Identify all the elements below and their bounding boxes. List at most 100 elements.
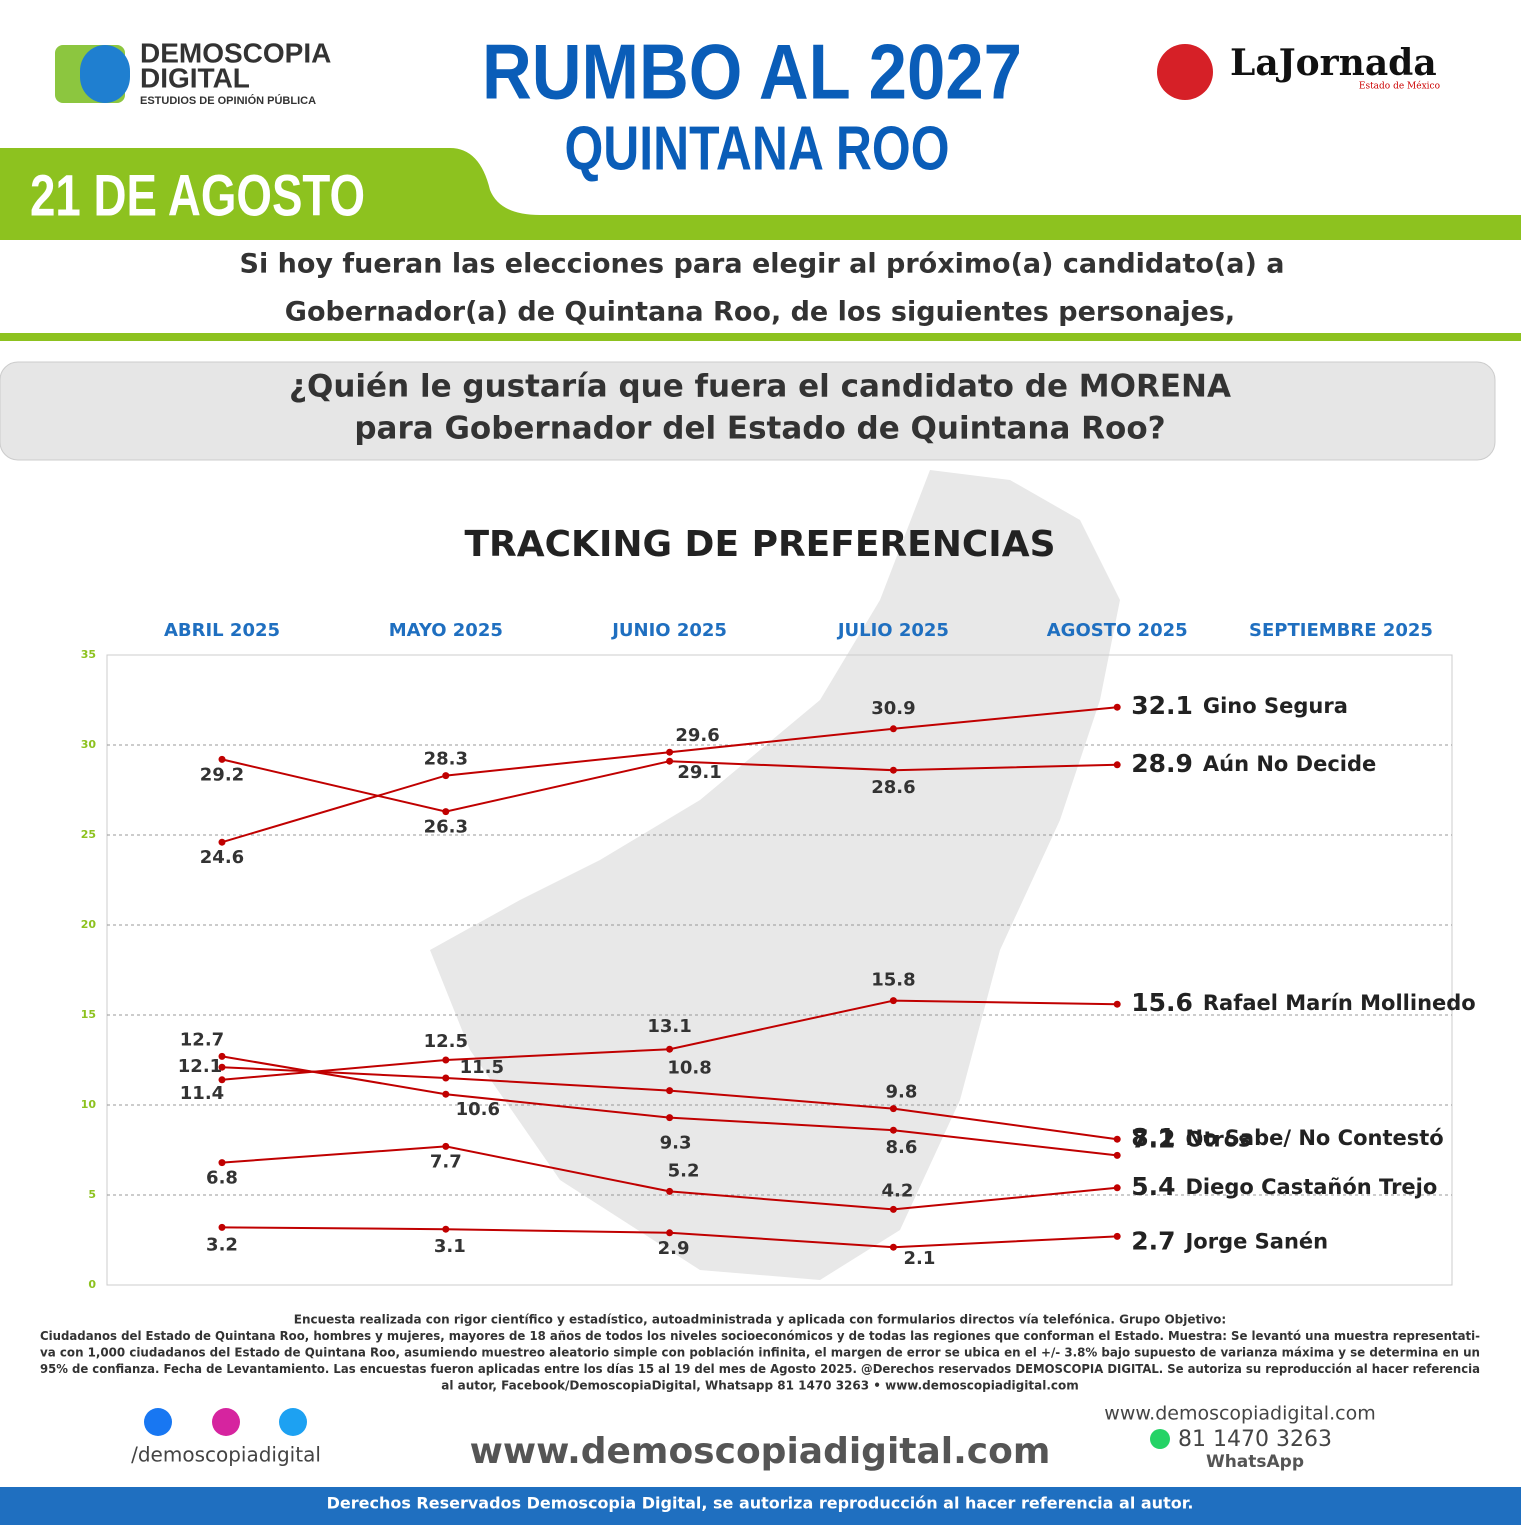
legend-label: Otros — [1185, 1127, 1250, 1151]
data-label: 26.3 — [424, 817, 468, 838]
instagram-icon — [212, 1408, 240, 1436]
data-label: 2.9 — [658, 1238, 690, 1259]
end-label: 7.2 Otros — [1131, 1124, 1250, 1153]
end-label: 8.1 No Sabe/ No Contestó — [1131, 1123, 1444, 1152]
point — [218, 1159, 226, 1167]
point — [442, 1074, 450, 1082]
question: ¿Quién le gustaría que fuera el candidat… — [289, 369, 1231, 405]
end-value: 7.2 — [1131, 1124, 1175, 1153]
y-tick-label: 5 — [88, 1188, 96, 1201]
data-label: 3.1 — [434, 1236, 466, 1257]
chart-title: TRACKING DE PREFERENCIAS — [465, 524, 1056, 565]
point — [442, 1056, 450, 1064]
data-label: 6.8 — [206, 1168, 238, 1189]
point — [1113, 703, 1121, 711]
title: RUMBO AL 2027 — [482, 28, 1022, 116]
data-label: 8.6 — [885, 1137, 917, 1158]
partner-sub: Estado de México — [1359, 81, 1440, 92]
footnote-line: 95% de confianza. Fecha de Levantamiento… — [40, 1362, 1480, 1376]
social: /demoscopiadigital — [131, 1443, 321, 1467]
data-label: 12.7 — [180, 1029, 224, 1050]
end-label: 32.1 Gino Segura — [1131, 691, 1348, 720]
data-label: 28.6 — [871, 777, 915, 798]
subtitle: QUINTANA ROO — [565, 114, 950, 183]
data-label: 4.2 — [881, 1180, 913, 1201]
data-label: 11.4 — [180, 1083, 224, 1104]
point — [666, 1045, 674, 1053]
y-tick-label: 15 — [81, 1008, 96, 1021]
x-tick-label: SEPTIEMBRE 2025 — [1249, 620, 1433, 641]
intro: Si hoy fueran las elecciones para elegir… — [240, 249, 1285, 280]
y-tick-label: 25 — [81, 828, 96, 841]
footnote-line: va con 1,000 ciudadanos del Estado de Qu… — [40, 1346, 1480, 1360]
point — [666, 1187, 674, 1195]
point — [1113, 1151, 1121, 1159]
end-label: 2.7 Jorge Sanén — [1131, 1226, 1328, 1255]
point — [442, 1142, 450, 1150]
data-label: 11.5 — [460, 1057, 504, 1078]
data-label: 2.1 — [903, 1248, 935, 1269]
phone: 81 1470 3263 — [1178, 1427, 1332, 1452]
data-label: 12.1 — [178, 1056, 222, 1077]
x-tick-label: JUNIO 2025 — [610, 620, 727, 641]
data-label: 13.1 — [647, 1016, 691, 1037]
data-label: 10.8 — [667, 1058, 711, 1079]
point — [1113, 1184, 1121, 1192]
data-label: 29.1 — [677, 762, 721, 783]
data-label: 15.8 — [871, 970, 915, 991]
data-label: 29.6 — [675, 725, 719, 746]
point — [666, 748, 674, 756]
data-label: 24.6 — [200, 847, 244, 868]
point — [218, 838, 226, 846]
footnote: Encuesta realizada con rigor científico … — [40, 1313, 1480, 1393]
point — [218, 755, 226, 763]
map-silhouette — [430, 470, 1120, 1280]
green-band — [0, 148, 1521, 240]
point — [1113, 761, 1121, 769]
footnote-line: Encuesta realizada con rigor científico … — [294, 1313, 1226, 1327]
brand: DEMOSCOPIA — [140, 37, 331, 68]
point — [666, 1087, 674, 1095]
chart: 0 5 10 15 20 25 30 35 ABRIL 2025 MAYO 2025 JUNIO 2… — [81, 620, 1476, 1291]
point — [889, 1205, 897, 1213]
logo-mark — [80, 45, 130, 103]
site: www.demoscopiadigital.com — [470, 1431, 1051, 1472]
rights: Derechos Reservados Demoscopia Digital, … — [327, 1494, 1194, 1513]
footnote-line: Ciudadanos del Estado de Quintana Roo, h… — [40, 1329, 1480, 1343]
y-tick-label: 30 — [81, 738, 97, 751]
x-tick-label: JULIO 2025 — [836, 620, 949, 641]
brand: DIGITAL — [140, 62, 250, 93]
point — [889, 1243, 897, 1251]
point — [218, 1052, 226, 1060]
data-label: 10.6 — [456, 1099, 500, 1120]
data-label: 5.2 — [668, 1160, 700, 1181]
point — [889, 1105, 897, 1113]
data-label: 3.2 — [206, 1234, 238, 1255]
green-rule — [0, 333, 1521, 341]
point — [218, 1076, 226, 1084]
site-small: www.demoscopiadigital.com — [1104, 1403, 1375, 1425]
y-tick-label: 0 — [88, 1278, 96, 1291]
data-label: 9.3 — [660, 1133, 692, 1154]
point — [666, 757, 674, 765]
end-value: 15.6 — [1131, 988, 1193, 1017]
question-box — [0, 361, 1496, 461]
bottom-bar — [0, 1487, 1521, 1525]
legend-label: Jorge Sanén — [1183, 1229, 1328, 1253]
partner: LaJornada — [1230, 42, 1437, 84]
footnote-line: al autor, Facebook/DemoscopiaDigital, Wh… — [441, 1379, 1078, 1393]
point — [1113, 1135, 1121, 1143]
plot-frame — [106, 654, 1453, 1286]
point — [442, 1090, 450, 1098]
y-tick-label: 10 — [81, 1098, 97, 1111]
legend-label: Aún No Decide — [1203, 752, 1376, 776]
end-value: 32.1 — [1131, 691, 1193, 720]
x-tick-label: AGOSTO 2025 — [1047, 620, 1188, 641]
legend-label: Gino Segura — [1203, 694, 1348, 718]
intro: Gobernador(a) de Quintana Roo, de los si… — [285, 297, 1235, 328]
end-label: 15.6 Rafael Marín Mollinedo — [1131, 988, 1476, 1017]
data-label: 9.8 — [885, 1082, 917, 1103]
point — [666, 1229, 674, 1237]
partner-logo — [1157, 44, 1213, 100]
end-value: 2.7 — [1131, 1226, 1175, 1255]
